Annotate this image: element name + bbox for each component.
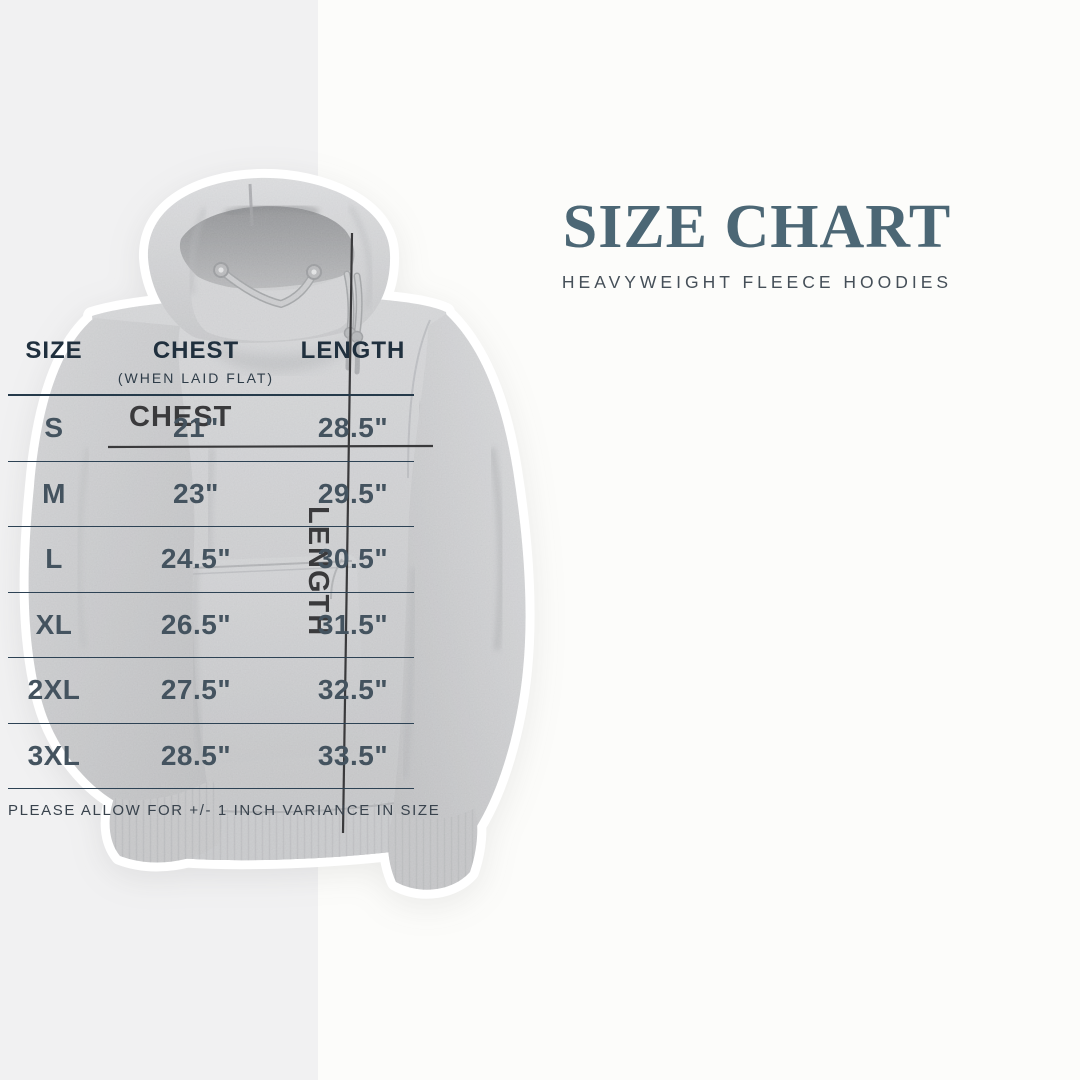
cell-size: 2XL bbox=[27, 674, 81, 706]
cell-length: 32.5" bbox=[317, 674, 389, 706]
table-header-row: SIZE CHEST (WHEN LAID FLAT) LENGTH bbox=[8, 337, 414, 396]
table-row: XL 26.5" 31.5" bbox=[8, 593, 414, 658]
table-body: S 21" 28.5" M 23" 29.5" L 24.5" 30.5" XL… bbox=[8, 396, 414, 789]
size-chart-panel: SIZE CHART HEAVYWEIGHT FLEECE HOODIES bbox=[545, 0, 969, 293]
cell-size: M bbox=[42, 477, 66, 509]
chest-label: CHEST bbox=[129, 401, 233, 433]
hoodie-figure bbox=[0, 148, 560, 938]
cell-length: 33.5" bbox=[317, 739, 389, 771]
variance-note: PLEASE ALLOW FOR +/- 1 INCH VARIANCE IN … bbox=[8, 802, 441, 819]
cell-length: 30.5" bbox=[317, 543, 389, 575]
cell-chest: 26.5" bbox=[160, 608, 232, 640]
cell-size: S bbox=[44, 412, 64, 444]
table-row: S 21" 28.5" bbox=[8, 396, 414, 462]
column-header-length: LENGTH bbox=[300, 337, 406, 364]
page-subtitle: HEAVYWEIGHT FLEECE HOODIES bbox=[561, 272, 953, 292]
size-table: SIZE CHEST (WHEN LAID FLAT) LENGTH S 21"… bbox=[8, 337, 441, 819]
table-row: M 23" 29.5" bbox=[8, 462, 414, 527]
cell-chest: 21" bbox=[173, 412, 219, 444]
page-title: SIZE CHART bbox=[562, 193, 952, 261]
cell-length: 28.5" bbox=[317, 412, 389, 444]
cell-chest: 28.5" bbox=[160, 739, 232, 771]
hoodie-illustration bbox=[19, 168, 535, 899]
cell-length: 29.5" bbox=[317, 477, 389, 509]
cell-length: 31.5" bbox=[317, 608, 389, 640]
column-header-chest-label: CHEST bbox=[152, 337, 240, 364]
column-header-size: SIZE bbox=[25, 337, 83, 364]
cell-chest: 27.5" bbox=[160, 674, 232, 706]
cell-size: 3XL bbox=[27, 739, 81, 771]
cell-chest: 23" bbox=[173, 477, 219, 509]
hoodie-body-group bbox=[28, 177, 526, 890]
cell-size: XL bbox=[35, 608, 73, 640]
column-header-chest: CHEST (WHEN LAID FLAT) bbox=[100, 337, 292, 386]
table-row: 3XL 28.5" 33.5" bbox=[8, 724, 414, 789]
cell-chest: 24.5" bbox=[160, 543, 232, 575]
table-row: 2XL 27.5" 32.5" bbox=[8, 658, 414, 724]
column-header-chest-sublabel: (WHEN LAID FLAT) bbox=[117, 370, 275, 386]
cell-size: L bbox=[45, 543, 63, 575]
table-row: L 24.5" 30.5" bbox=[8, 527, 414, 593]
length-label: LENGTH bbox=[302, 506, 334, 638]
